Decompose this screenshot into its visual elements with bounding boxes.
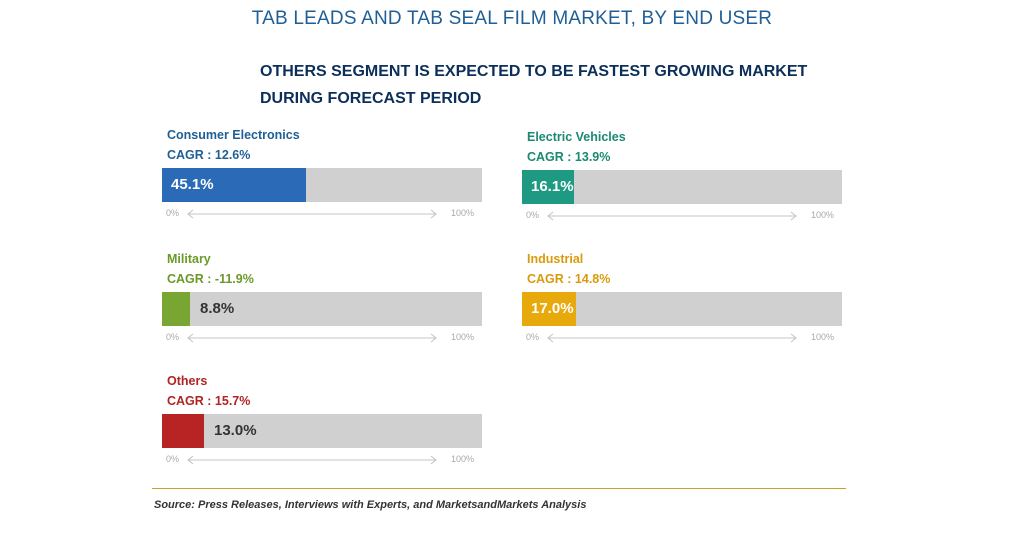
segment-industrial: Industrial CAGR : 14.8% 17.0% 0% 100%: [522, 252, 842, 352]
segment-cagr: CAGR : 14.8%: [527, 272, 611, 286]
scale-max-label: 100%: [450, 332, 474, 342]
bar-track: 13.0%: [162, 414, 482, 448]
segment-cagr: CAGR : 15.7%: [167, 394, 251, 408]
bar-scale: 0% 100%: [522, 332, 842, 344]
bar-track: 8.8%: [162, 292, 482, 326]
double-arrow-icon: [547, 333, 797, 343]
segment-electric-vehicles: Electric Vehicles CAGR : 13.9% 16.1% 0% 100%: [522, 130, 842, 230]
scale-max-label: 100%: [810, 332, 834, 342]
bar-scale: 0% 100%: [162, 208, 482, 220]
scale-max-label: 100%: [810, 210, 834, 220]
double-arrow-icon: [187, 209, 437, 219]
double-arrow-icon: [547, 211, 797, 221]
scale-max-label: 100%: [450, 454, 474, 464]
segment-military: Military CAGR : -11.9% 8.8% 0% 100%: [162, 252, 482, 352]
chart-title: TAB LEADS AND TAB SEAL FILM MARKET, BY E…: [251, 8, 773, 29]
bar-track: 17.0%: [522, 292, 842, 326]
bar-fill: [162, 292, 190, 326]
bar-value-label: 45.1%: [171, 176, 214, 193]
bar-value-label: 8.8%: [200, 300, 235, 317]
scale-min-label: 0%: [166, 454, 180, 464]
scale-min-label: 0%: [166, 332, 180, 342]
segment-cagr: CAGR : 12.6%: [167, 148, 251, 162]
bar-scale: 0% 100%: [162, 332, 482, 344]
segment-name: Electric Vehicles: [527, 130, 626, 144]
bar-fill: [162, 168, 306, 202]
segment-name: Others: [167, 374, 208, 388]
source-note: Source: Press Releases, Interviews with …: [154, 499, 587, 511]
footer-divider: [152, 488, 846, 489]
double-arrow-icon: [187, 333, 437, 343]
segment-cagr: CAGR : -11.9%: [167, 272, 254, 286]
segment-name: Military: [167, 252, 211, 266]
bar-track: 16.1%: [522, 170, 842, 204]
bar-scale: 0% 100%: [522, 210, 842, 222]
segment-consumer-electronics: Consumer Electronics CAGR : 12.6% 45.1% 0% 1…: [162, 128, 482, 228]
bar-value-label: 16.1%: [531, 178, 574, 195]
segment-others: Others CAGR : 15.7% 13.0% 0% 100%: [162, 374, 482, 474]
double-arrow-icon: [187, 455, 437, 465]
bar-fill: [522, 170, 574, 204]
bar-track: 45.1%: [162, 168, 482, 202]
segment-cagr: CAGR : 13.9%: [527, 150, 611, 164]
bar-fill: [522, 292, 576, 326]
bar-scale: 0% 100%: [162, 454, 482, 466]
scale-max-label: 100%: [450, 208, 474, 218]
bar-fill: [162, 414, 204, 448]
scale-min-label: 0%: [166, 208, 180, 218]
chart-subtitle: OTHERS SEGMENT IS EXPECTED TO BE FASTEST…: [260, 63, 808, 107]
bar-value-label: 17.0%: [531, 300, 574, 317]
scale-min-label: 0%: [526, 210, 540, 220]
bar-value-label: 13.0%: [214, 422, 257, 439]
scale-min-label: 0%: [526, 332, 540, 342]
segment-name: Industrial: [527, 252, 584, 266]
segment-name: Consumer Electronics: [167, 128, 300, 142]
